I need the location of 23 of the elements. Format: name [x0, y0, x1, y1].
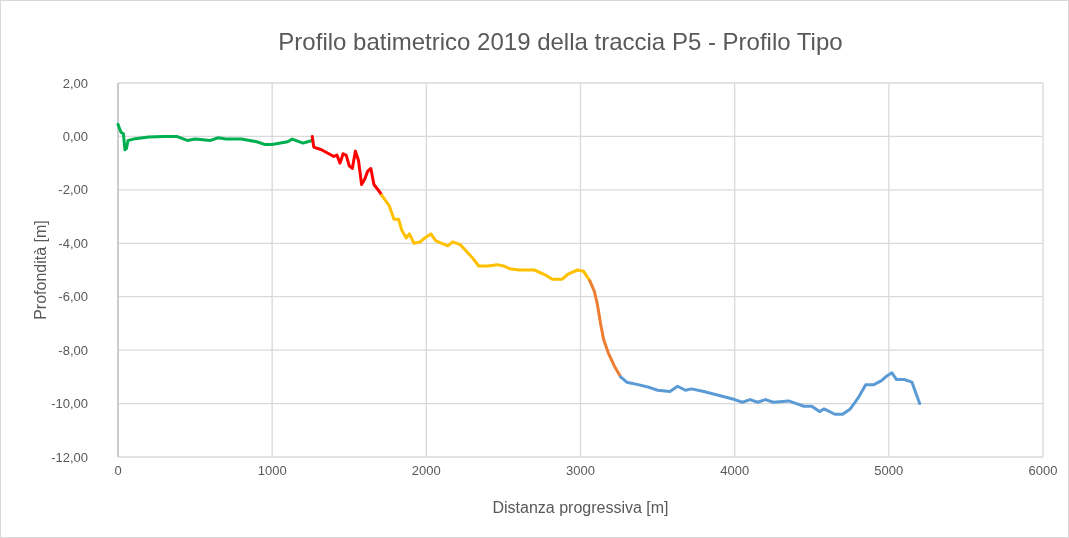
y-tick-label: 0,00: [62, 128, 88, 144]
x-tick-label: 0: [114, 463, 122, 478]
y-tick-label: -6,00: [58, 289, 88, 305]
y-tick-label: -10,00: [51, 396, 88, 412]
line-series: [116, 122, 314, 152]
chart-title: Profilo batimetrico 2019 della traccia P5 - Profilo Tipo: [278, 28, 843, 55]
y-tick-label: -4,00: [58, 235, 88, 251]
y-tick-label: -12,00: [51, 449, 88, 465]
x-tick-label: 6000: [1028, 463, 1058, 478]
x-tick-label: 2000: [411, 463, 441, 478]
x-tick-label: 4000: [720, 463, 750, 478]
y-axis-title: Profondità [m]: [32, 220, 49, 320]
line-series: [588, 279, 623, 379]
y-tick-label: -2,00: [58, 182, 88, 198]
x-tick-label: 3000: [566, 463, 595, 478]
line-series: [380, 193, 592, 283]
x-tick-label: 1000: [257, 463, 287, 478]
y-tick-label: -8,00: [58, 342, 88, 358]
line-series: [619, 371, 922, 416]
x-axis-title: Distanza progressiva [m]: [492, 499, 669, 516]
line-series: [310, 134, 384, 197]
x-tick-label: 5000: [874, 463, 904, 478]
y-tick-label: 2,00: [62, 75, 88, 91]
